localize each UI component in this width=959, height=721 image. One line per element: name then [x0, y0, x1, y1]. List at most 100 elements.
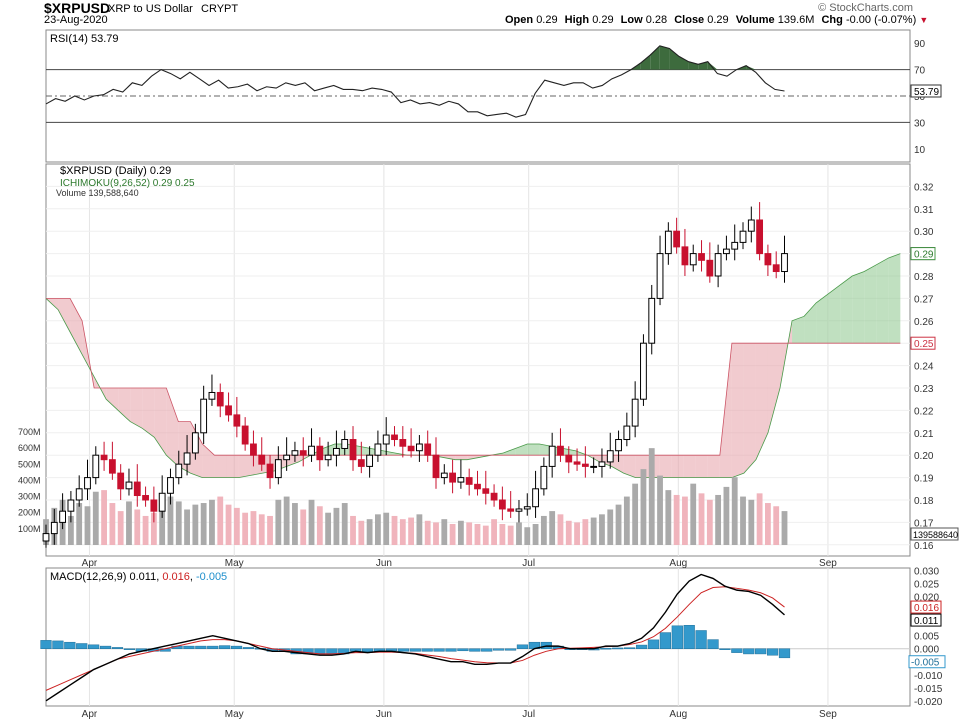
macd-histogram-bar	[743, 648, 755, 655]
volume-bar	[159, 504, 166, 545]
candle-body	[590, 465, 598, 468]
macd-histogram-bar	[445, 648, 457, 652]
candle-body	[391, 434, 398, 441]
macd-histogram-bar	[385, 648, 398, 652]
candle-body	[142, 495, 149, 501]
volume-bar	[449, 524, 456, 545]
macd-histogram-bar	[457, 648, 469, 652]
candle-body	[714, 253, 722, 277]
ichimoku-cloud-bullish	[503, 448, 516, 456]
volume-bar	[632, 483, 639, 545]
candle-body	[747, 219, 755, 232]
ichimoku-cloud-bearish	[443, 455, 456, 460]
volume-bar	[532, 524, 539, 545]
macd-legend-hist: -0.005	[196, 571, 227, 583]
rsi-overbought-fill	[679, 56, 689, 70]
rsi-y-tick-label: 30	[914, 118, 926, 129]
candle-body	[299, 450, 307, 456]
candle-body	[772, 264, 780, 273]
volume-bar	[524, 527, 531, 545]
price-y-tick-label: 0.17	[914, 518, 934, 529]
span-b-value-label: 0.25	[914, 339, 934, 350]
candle-body	[84, 477, 91, 490]
volume-bar	[341, 503, 348, 545]
volume-bar	[408, 517, 415, 545]
high-label: High	[564, 14, 590, 26]
candle-body	[225, 405, 232, 416]
price-x-tick-label: Sep	[819, 558, 837, 569]
price-y-tick-label: 0.18	[914, 496, 934, 507]
volume-bar	[134, 509, 141, 545]
macd-histogram-bar	[99, 645, 112, 649]
volume-bar	[756, 493, 763, 545]
macd-histogram-bar	[493, 648, 505, 651]
candle-body	[490, 492, 498, 501]
ichimoku-cloud-bearish	[238, 455, 251, 478]
candle-body	[42, 533, 50, 542]
volume-bar	[665, 490, 672, 545]
close-label: Close	[674, 14, 705, 26]
ichimoku-cloud-bearish	[154, 388, 167, 456]
volume-bar	[507, 525, 514, 545]
down-arrow-icon: ▼	[919, 15, 929, 25]
last-volume-label: 139588640	[913, 530, 958, 540]
rsi-overbought-fill	[659, 45, 670, 70]
candle-body	[200, 398, 208, 434]
volume-bar	[300, 509, 307, 545]
macd-legend-signal: 0.016	[162, 571, 190, 583]
volume-bar	[516, 522, 522, 545]
volume-bar	[574, 522, 580, 545]
candle-body	[150, 499, 158, 512]
volume-bar	[549, 511, 556, 545]
ichimoku-cloud-bullish	[888, 253, 901, 344]
candle-body	[581, 463, 589, 467]
macd-histogram-bar	[469, 648, 481, 652]
ichimoku-cloud-bearish	[755, 343, 768, 460]
price-x-tick-label: Apr	[82, 558, 98, 569]
macd-hist-value-label: -0.005	[911, 658, 940, 669]
volume-bar	[67, 515, 74, 545]
candle-body	[216, 391, 224, 407]
ichimoku-cloud-bullish	[527, 444, 540, 456]
ichimoku-cloud-bearish	[623, 455, 636, 478]
price-x-tick-label: Jun	[376, 558, 392, 569]
candle-body	[573, 461, 581, 465]
ichimoku-cloud-bullish	[792, 316, 805, 344]
ichimoku-cloud-bearish	[70, 298, 83, 355]
macd-legend: MACD(12,26,9) 0.011, 0.016, -0.005	[50, 571, 227, 583]
volume-bar	[482, 525, 489, 545]
chg-label: Chg	[821, 14, 843, 26]
candle-body	[474, 483, 481, 490]
candle-body	[606, 450, 614, 463]
volume-bar	[474, 524, 481, 545]
macd-histogram-bar	[361, 648, 374, 653]
candle-body	[615, 439, 622, 452]
volume-bar	[715, 494, 722, 545]
candle-body	[432, 454, 440, 479]
candle-body	[598, 461, 606, 467]
macd-histogram-bar	[695, 630, 707, 649]
volume-bar	[283, 496, 290, 545]
volume-y-tick-label: 100M	[18, 524, 41, 534]
exchange: CRYPT	[201, 3, 239, 15]
volume-bar	[217, 496, 224, 545]
macd-histogram-bar	[183, 645, 195, 649]
price-legend-volume: Volume 139,588,640	[56, 188, 139, 198]
volume-bar	[433, 522, 439, 545]
macd-value-box	[910, 613, 942, 627]
candle-body	[440, 472, 448, 479]
candle-body	[316, 445, 324, 461]
candle-body	[59, 510, 66, 523]
ichimoku-cloud-bullish	[864, 264, 877, 344]
price-y-tick-label: 0.30	[914, 227, 934, 238]
ichimoku-cloud-bearish	[707, 455, 720, 478]
price-y-tick-label: 0.26	[914, 317, 934, 328]
volume-bar	[375, 514, 381, 545]
rsi-y-tick-label: 10	[914, 145, 926, 156]
security-name: XRP to US Dollar	[108, 3, 193, 15]
volume-bar	[491, 519, 497, 545]
ichimoku-span-b-line	[46, 297, 901, 456]
volume-bar	[167, 496, 174, 545]
ichimoku-cloud-bullish	[816, 293, 829, 344]
volume-bar	[540, 515, 547, 545]
